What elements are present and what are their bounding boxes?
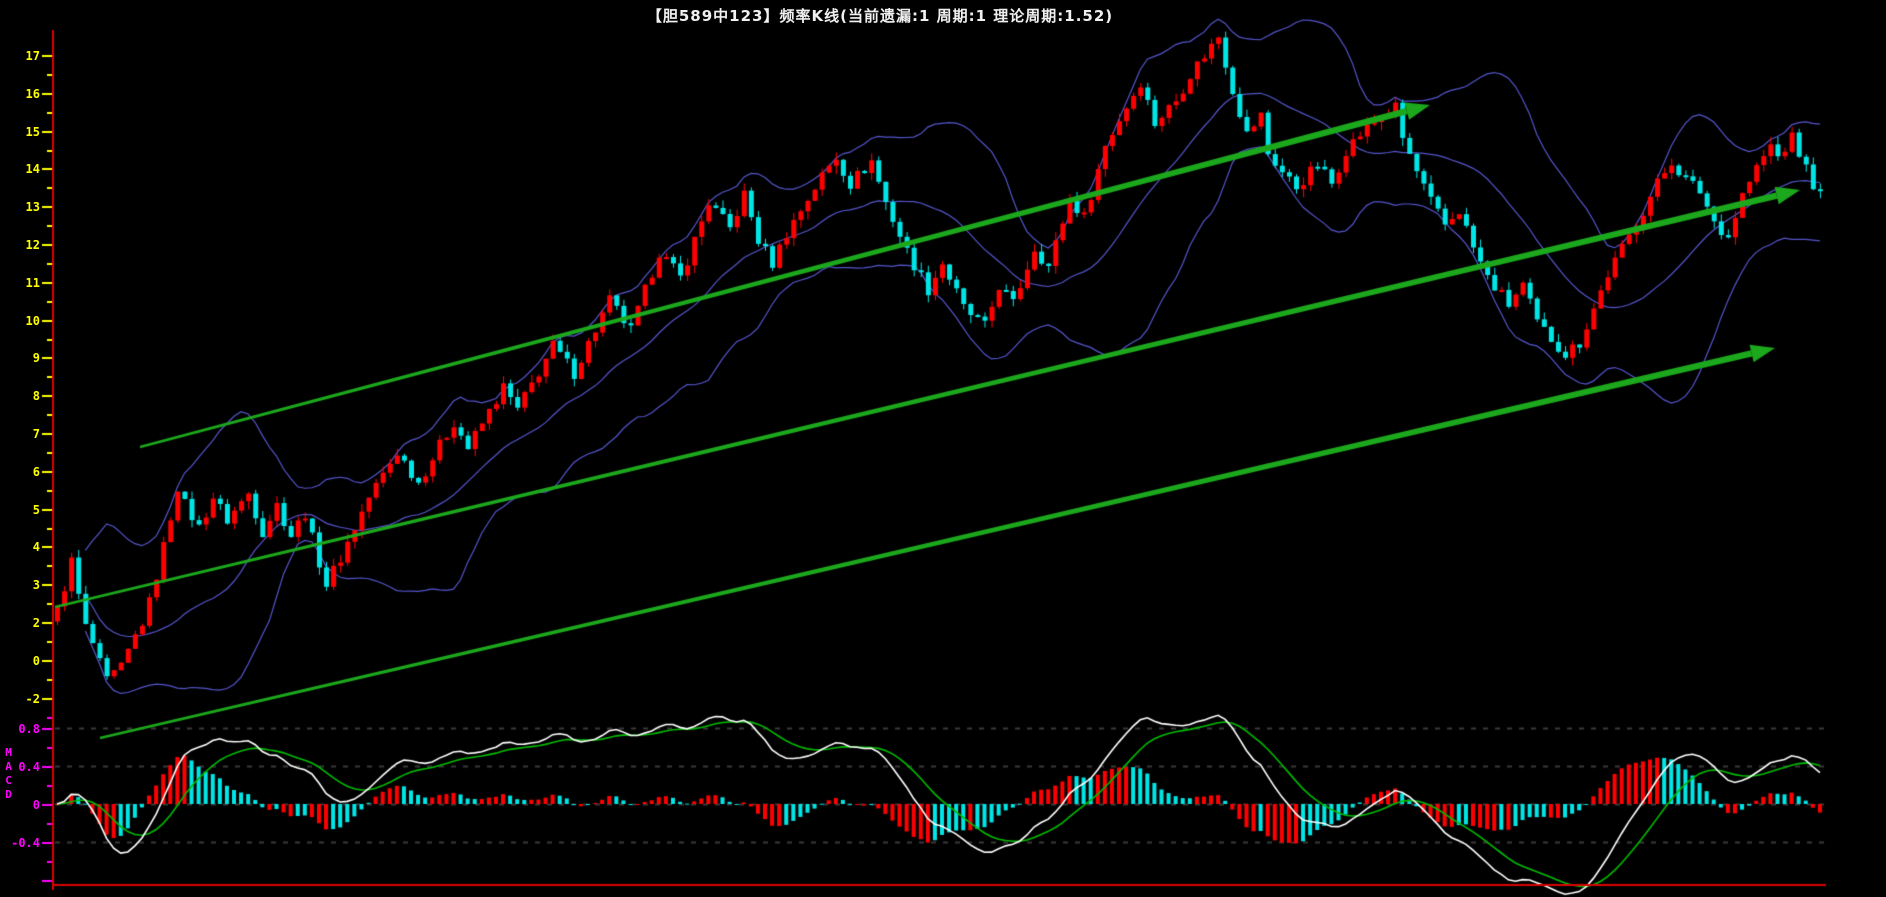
y-axis-label: 0	[32, 654, 40, 668]
y-axis-label: 3	[32, 578, 40, 593]
y-axis-label: 5	[32, 502, 40, 517]
price-panel-region[interactable]	[53, 30, 1886, 702]
macd-panel-region[interactable]	[53, 702, 1886, 892]
y-axis-label: -0.4	[11, 836, 40, 850]
y-axis-label: 2	[32, 616, 40, 630]
y-axis-label: 15	[25, 124, 40, 139]
y-axis-label-column: 17 16 15 14 13 12 11 10 9 8 7 6 5 4 3 2 0 -2 0.8 0.4 0 -0.4	[0, 0, 40, 897]
y-axis-label: 0.4	[18, 760, 40, 774]
y-axis-label: 11	[25, 275, 40, 290]
macd-panel-title: MACD	[2, 746, 15, 802]
chart-title: 【胆589中123】频率K线(当前遗漏:1 周期:1 理论周期:1.52)	[646, 7, 1114, 25]
y-axis-label: 0.8	[18, 722, 40, 736]
y-axis-label: 4	[32, 540, 40, 555]
y-axis-label: 17	[25, 49, 40, 63]
y-axis-label: 16	[25, 86, 40, 101]
y-axis-label: 10	[25, 313, 40, 328]
y-axis-label: 12	[25, 238, 40, 252]
y-axis-label: 13	[25, 200, 40, 215]
y-axis-label: -2	[25, 692, 40, 706]
y-axis-label: 9	[32, 351, 40, 366]
y-axis-label: 14	[25, 162, 40, 177]
y-axis-label: 8	[32, 389, 40, 404]
y-axis-label: 7	[32, 427, 40, 441]
y-axis-label: 0	[32, 798, 40, 812]
y-axis-label: 6	[32, 464, 40, 479]
